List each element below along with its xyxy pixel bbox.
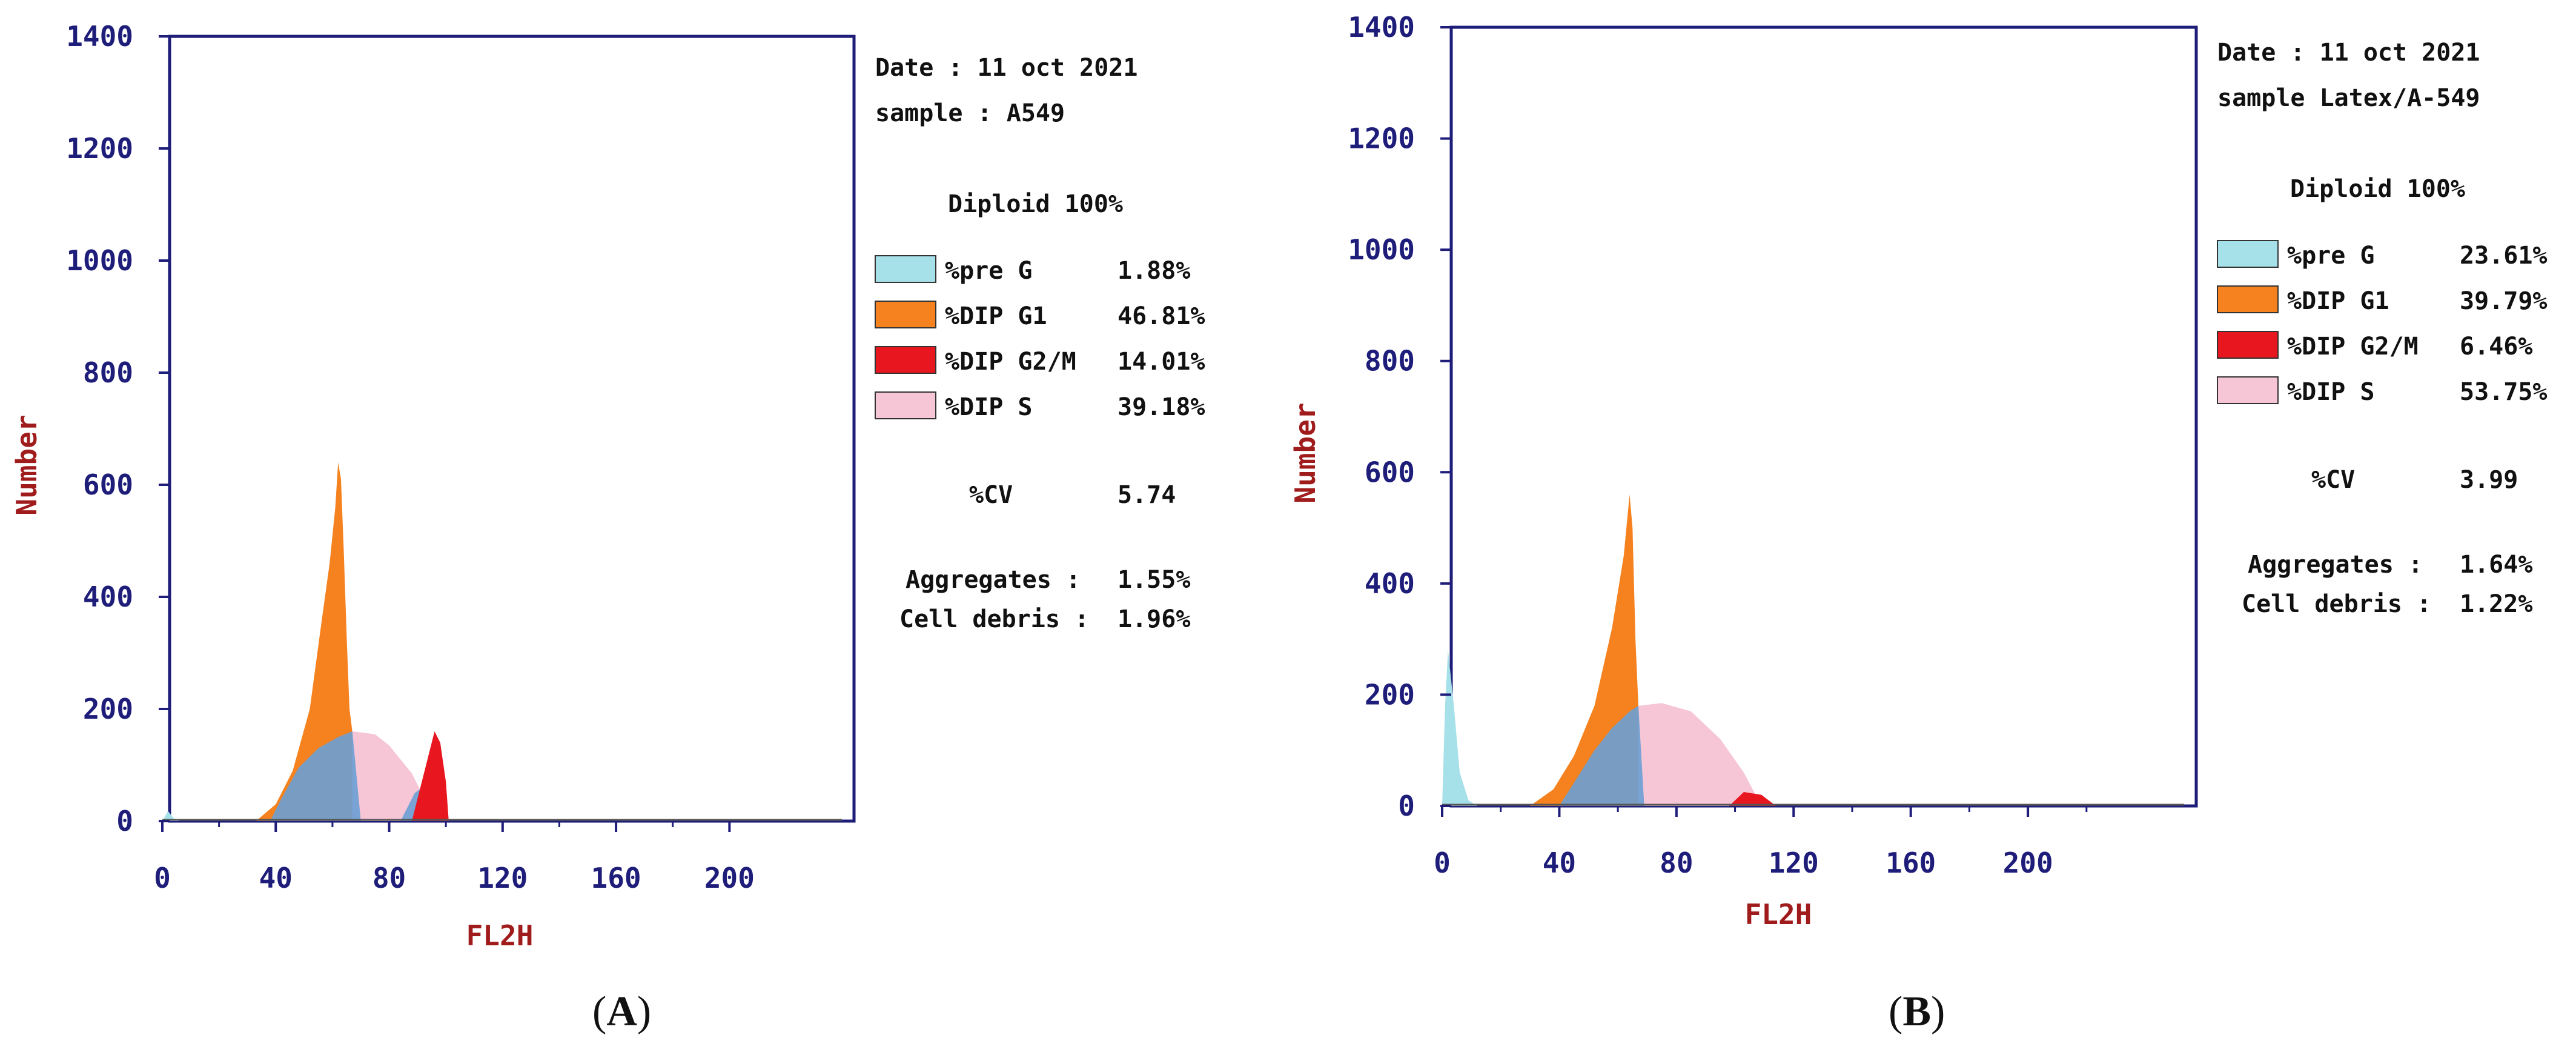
- x-tick-label: 80: [372, 862, 406, 894]
- cv-label: %CV: [969, 481, 1013, 509]
- plot-frame: [1449, 25, 2198, 808]
- panel-b: 0 200 400 600 800 1000 1200 1400 0 40 80 120 160 200 N…: [1288, 0, 2575, 1055]
- x-tick-label: 40: [259, 862, 293, 894]
- legend-label-dipG2M: %DIP G2/M: [945, 348, 1076, 376]
- y-tick-label: 800: [1365, 345, 1415, 378]
- y-tick-label: 1400: [1348, 11, 1415, 44]
- area-dipG1: [1530, 494, 1638, 806]
- cv-value: 3.99: [2460, 466, 2518, 494]
- cell-debris-label: Cell debris :: [2242, 590, 2431, 618]
- aggregates-value: 1.55%: [1117, 566, 1190, 594]
- area-preG: [1442, 650, 1478, 806]
- legend-value-dipG1: 39.79%: [2460, 287, 2548, 315]
- info-sample: sample : A549: [875, 99, 1065, 127]
- plot-frame: [168, 35, 856, 823]
- cell-debris-label: Cell debris :: [899, 605, 1089, 633]
- legend-label-preG: %pre G: [945, 257, 1033, 285]
- y-tick-label: 1200: [1348, 122, 1415, 155]
- y-tick-label: 200: [83, 693, 133, 725]
- aggregates-label: Aggregates :: [2248, 551, 2423, 579]
- legend-value-preG: 1.88%: [1117, 257, 1190, 285]
- y-tick-label: 0: [116, 805, 133, 837]
- info-sample: sample Latex/A-549: [2217, 84, 2480, 112]
- y-axis-label: Number: [1289, 402, 1322, 503]
- area-dipG2M: [412, 731, 449, 821]
- y-tick-label: 400: [83, 581, 133, 613]
- area-overlap: [1559, 705, 1644, 806]
- y-tick-label: 1200: [66, 132, 133, 165]
- panel-a: 0 200 400 600 800 1000 1200 1400 0 40 80 120 160 200 N…: [10, 20, 1205, 1035]
- y-tick-label: 600: [1365, 456, 1415, 488]
- histogram-chart-a: 0 200 400 600 800 1000 1200 1400 0 40 80 120 160 200 N…: [10, 20, 1205, 952]
- area-dipG1: [256, 462, 353, 821]
- aggregates-label: Aggregates :: [906, 566, 1081, 594]
- info-date: Date : 11 oct 2021: [875, 54, 1137, 82]
- histogram-chart-b: 0 200 400 600 800 1000 1200 1400 0 40 80 120 160 200 N…: [1289, 11, 2548, 931]
- legend-swatch-dipG1: [875, 301, 936, 328]
- cv-value: 5.74: [1117, 481, 1176, 509]
- legend-label-dipG1: %DIP G1: [945, 302, 1047, 330]
- legend-swatch-dipG2M: [2217, 331, 2279, 359]
- info-date: Date : 11 oct 2021: [2217, 39, 2480, 67]
- x-tick-label: 200: [2003, 847, 2053, 879]
- legend-value-dipG2M: 14.01%: [1117, 348, 1205, 376]
- x-tick-label: 0: [1434, 847, 1451, 879]
- cv-label: %CV: [2311, 466, 2355, 494]
- area-dipS: [352, 731, 426, 821]
- area-preG: [162, 811, 180, 821]
- x-tick-label: 40: [1543, 847, 1576, 879]
- legend-swatch-dipS: [2217, 376, 2279, 404]
- info-ploidy: Diploid 100%: [948, 190, 1123, 218]
- x-tick-label: 160: [591, 862, 641, 894]
- x-tick-label: 200: [704, 862, 755, 894]
- area-dipS: [1638, 703, 1764, 806]
- legend-swatch-preG: [875, 255, 936, 283]
- legend-swatch-dipS: [875, 391, 936, 419]
- legend-value-dipS: 53.75%: [2460, 378, 2548, 406]
- y-tick-label: 0: [1398, 790, 1415, 822]
- cell-debris-value: 1.22%: [2460, 590, 2532, 618]
- legend-value-dipS: 39.18%: [1117, 393, 1205, 421]
- caption-a: (A): [592, 988, 652, 1035]
- y-axis-label: Number: [10, 414, 43, 515]
- legend-label-dipG2M: %DIP G2/M: [2287, 333, 2419, 361]
- x-tick-label: 80: [1660, 847, 1693, 879]
- x-axis-label: FL2H: [466, 919, 534, 952]
- info-ploidy: Diploid 100%: [2290, 175, 2465, 203]
- x-tick-label: 120: [477, 862, 528, 894]
- legend-value-dipG2M: 6.46%: [2460, 333, 2532, 361]
- y-tick-label: 1000: [66, 244, 133, 277]
- legend-swatch-dipG1: [2217, 285, 2279, 313]
- legend-swatch-preG: [2217, 240, 2279, 268]
- y-tick-label: 800: [83, 356, 133, 389]
- legend-label-dipS: %DIP S: [2287, 378, 2375, 406]
- legend-value-dipG1: 46.81%: [1117, 302, 1205, 330]
- area-overlap: [270, 731, 361, 821]
- x-tick-label: 120: [1769, 847, 1819, 879]
- x-tick-label: 0: [154, 862, 171, 894]
- legend-value-preG: 23.61%: [2460, 242, 2548, 270]
- legend-label-preG: %pre G: [2287, 242, 2375, 270]
- y-tick-label: 600: [83, 468, 133, 501]
- y-tick-label: 1000: [1348, 233, 1415, 266]
- legend-swatch-dipG2M: [875, 346, 936, 374]
- legend-label-dipS: %DIP S: [945, 393, 1033, 421]
- y-tick-label: 400: [1365, 567, 1415, 600]
- y-tick-label: 200: [1365, 678, 1415, 711]
- aggregates-value: 1.64%: [2460, 551, 2532, 579]
- x-tick-label: 160: [1886, 847, 1936, 879]
- cell-debris-value: 1.96%: [1117, 605, 1190, 633]
- x-axis-label: FL2H: [1745, 898, 1812, 931]
- area-dipG2M: [1729, 792, 1776, 806]
- caption-b: (B): [1889, 988, 1945, 1035]
- y-tick-label: 1400: [66, 20, 133, 53]
- legend-label-dipG1: %DIP G1: [2287, 287, 2389, 315]
